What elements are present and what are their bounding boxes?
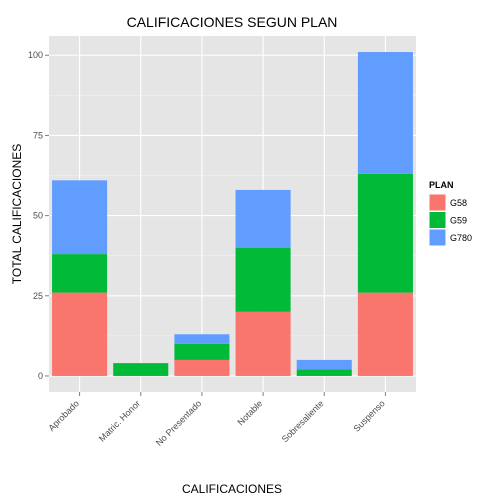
x-tick-label: Suspenso — [351, 398, 386, 433]
x-tick-label: Sobresaliente — [280, 398, 326, 444]
x-tick-label: Notable — [235, 398, 264, 427]
y-tick-label: 75 — [33, 130, 43, 140]
chart-title: CALIFICACIONES SEGUN PLAN — [127, 14, 338, 30]
bar-g780-1 — [52, 180, 108, 255]
bar-g780-3 — [174, 334, 230, 344]
bar-g780-6 — [357, 52, 413, 174]
legend: PLAN G58 G59 G780 — [428, 180, 472, 247]
y-tick-label: 100 — [28, 50, 43, 60]
y-tick-label: 0 — [38, 371, 43, 381]
bar-g59-4 — [235, 247, 291, 312]
y-tick-label: 50 — [33, 211, 43, 221]
bar-g58-4 — [235, 311, 291, 376]
legend-label: G58 — [450, 198, 467, 208]
x-tick-label: No Presentado — [154, 398, 204, 448]
legend-label: G780 — [450, 233, 472, 243]
bar-g59-1 — [52, 254, 108, 293]
x-tick-label: Aprobado — [46, 398, 81, 433]
bar-g58-6 — [357, 292, 413, 376]
legend-label: G59 — [450, 216, 467, 226]
x-axis-title: CALIFICACIONES — [182, 482, 282, 496]
bar-g59-2 — [113, 363, 169, 376]
legend-key-g59 — [428, 211, 447, 229]
legend-key-g58 — [428, 193, 447, 212]
bar-g58-3 — [174, 359, 230, 376]
bar-g780-4 — [235, 189, 291, 248]
legend-key-g780 — [428, 228, 447, 247]
bar-g59-5 — [296, 369, 352, 376]
bar-g780-5 — [296, 359, 352, 370]
x-tick-label: Matric. Honor — [97, 398, 142, 443]
legend-title: PLAN — [429, 180, 454, 190]
y-axis: 0 25 50 75 100 — [28, 50, 49, 381]
bar-g59-3 — [174, 343, 230, 360]
x-axis: Aprobado Matric. Honor No Presentado Notabl… — [46, 392, 387, 448]
bar-g58-1 — [52, 292, 108, 376]
bars — [52, 52, 413, 376]
y-tick-label: 25 — [33, 291, 43, 301]
y-axis-title: TOTAL CALIFICACIONES — [10, 144, 24, 284]
bar-g59-6 — [357, 173, 413, 293]
